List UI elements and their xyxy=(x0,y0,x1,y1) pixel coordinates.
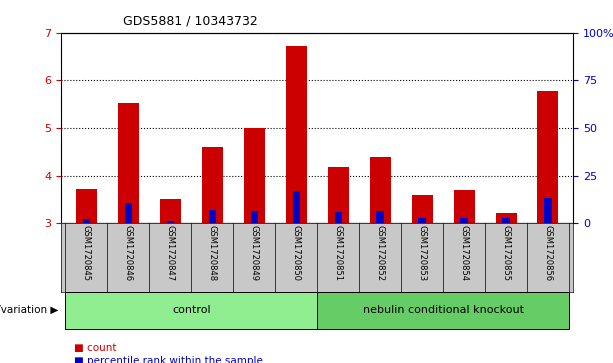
Bar xyxy=(376,211,384,223)
Text: GSM1720851: GSM1720851 xyxy=(333,225,343,281)
Text: GSM1720852: GSM1720852 xyxy=(376,225,385,281)
Bar xyxy=(328,167,349,223)
Bar xyxy=(202,147,223,223)
Text: GSM1720846: GSM1720846 xyxy=(124,225,133,281)
Text: GSM1720845: GSM1720845 xyxy=(82,225,91,281)
Text: GSM1720850: GSM1720850 xyxy=(292,225,301,281)
Bar xyxy=(167,221,174,223)
Bar xyxy=(251,211,258,223)
Bar xyxy=(160,199,181,223)
Bar xyxy=(66,292,318,329)
Bar xyxy=(495,213,517,223)
Bar xyxy=(538,91,558,223)
Text: ■ percentile rank within the sample: ■ percentile rank within the sample xyxy=(74,356,262,363)
Bar xyxy=(83,219,90,223)
Text: GSM1720853: GSM1720853 xyxy=(417,225,427,281)
Bar xyxy=(286,46,306,223)
Text: control: control xyxy=(172,305,211,315)
Text: GDS5881 / 10343732: GDS5881 / 10343732 xyxy=(123,14,257,27)
Text: genotype/variation ▶: genotype/variation ▶ xyxy=(0,305,58,315)
Text: GSM1720854: GSM1720854 xyxy=(460,225,468,281)
Text: GSM1720848: GSM1720848 xyxy=(208,225,217,281)
Bar xyxy=(544,199,552,223)
Text: ■ count: ■ count xyxy=(74,343,116,353)
Bar xyxy=(370,158,390,223)
Text: nebulin conditional knockout: nebulin conditional knockout xyxy=(363,305,524,315)
Bar xyxy=(411,195,433,223)
Bar xyxy=(292,191,300,223)
Text: GSM1720855: GSM1720855 xyxy=(501,225,511,281)
Text: GSM1720847: GSM1720847 xyxy=(166,225,175,281)
Bar xyxy=(118,103,139,223)
Bar xyxy=(335,212,342,223)
Bar xyxy=(125,203,132,223)
Text: GSM1720849: GSM1720849 xyxy=(249,225,259,281)
Bar xyxy=(454,190,474,223)
Text: GSM1720856: GSM1720856 xyxy=(544,225,552,281)
Bar xyxy=(503,217,509,223)
Bar xyxy=(244,128,265,223)
Bar xyxy=(76,189,97,223)
Bar xyxy=(419,219,426,223)
Bar xyxy=(460,219,468,223)
Bar xyxy=(208,210,216,223)
Bar xyxy=(318,292,569,329)
